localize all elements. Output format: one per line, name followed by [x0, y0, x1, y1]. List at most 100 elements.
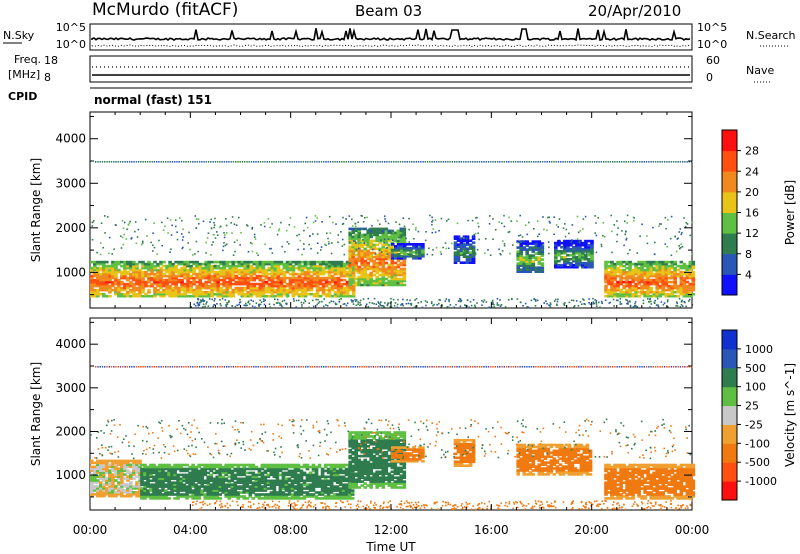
echo-cell — [462, 235, 467, 238]
echo-cell — [210, 282, 214, 286]
echo-cell — [357, 249, 361, 253]
echo-cell — [191, 479, 195, 483]
echo-cell — [646, 262, 650, 266]
echo-point — [384, 161, 386, 163]
echo-cell — [625, 284, 629, 288]
echo-cell — [161, 489, 165, 492]
echo-cell — [604, 274, 608, 278]
echo-cell — [634, 288, 638, 292]
echo-cell — [276, 264, 281, 268]
echo-cell — [643, 280, 647, 284]
echo-cell — [249, 272, 254, 276]
echo-cell — [575, 239, 579, 243]
echo-cell — [465, 255, 470, 258]
echo-point — [454, 161, 456, 163]
echo-cell — [96, 268, 100, 272]
echo-cell — [135, 493, 139, 496]
echo-cell — [366, 235, 370, 239]
echo-cell — [303, 260, 308, 264]
echo-cell — [415, 245, 419, 248]
echo-cell — [339, 278, 344, 282]
echo-cell — [210, 292, 214, 296]
echo-cell — [685, 290, 690, 294]
echo-point — [104, 161, 106, 163]
echo-cell — [610, 266, 614, 270]
echo-cell — [279, 260, 284, 264]
echo-cell — [363, 259, 367, 263]
echo-cell — [339, 284, 344, 288]
echo-cell — [129, 475, 133, 478]
echo-cell — [369, 273, 373, 277]
echo-cell — [161, 483, 165, 486]
echo-cell — [634, 284, 638, 288]
echo-point — [604, 299, 607, 301]
echo-point — [358, 247, 360, 250]
echo-cell — [381, 259, 386, 263]
echo-cell — [294, 286, 299, 290]
echo-cell — [141, 272, 145, 276]
echo-cell — [129, 262, 133, 266]
echo-point — [410, 304, 413, 306]
echo-point — [657, 304, 659, 306]
echo-cell — [254, 483, 259, 486]
echo-cell — [257, 485, 262, 488]
echo-cell — [162, 268, 166, 272]
echo-cell — [203, 481, 207, 484]
echo-cell — [330, 260, 335, 264]
echo-cell — [309, 276, 314, 280]
echo-point — [293, 226, 296, 228]
echo-cell — [264, 274, 269, 278]
echo-cell — [537, 266, 542, 269]
echo-point — [664, 216, 667, 219]
echo-cell — [363, 265, 367, 269]
echo-cell — [384, 261, 389, 265]
echo-cell — [390, 231, 395, 235]
echo-point — [92, 220, 95, 222]
echo-cell — [272, 485, 277, 488]
colorbar-swatch — [722, 130, 737, 152]
echo-cell — [138, 272, 142, 276]
echo-point — [332, 300, 335, 303]
echo-cell — [278, 497, 283, 500]
echo-cell — [357, 279, 361, 283]
echo-point — [379, 304, 382, 307]
echo-point — [329, 161, 332, 163]
echo-cell — [384, 237, 389, 241]
echo-cell — [622, 280, 626, 284]
echo-point — [190, 306, 192, 308]
echo-cell — [691, 292, 696, 296]
echo-cell — [135, 286, 139, 290]
echo-cell — [610, 268, 614, 272]
echo-cell — [613, 290, 617, 294]
echo-cell — [393, 235, 398, 239]
echo-cell — [381, 251, 386, 255]
echo-cell — [185, 487, 189, 490]
echo-cell — [566, 243, 570, 247]
echo-cell — [676, 274, 680, 278]
echo-point — [383, 306, 385, 308]
echo-cell — [670, 266, 674, 270]
echo-cell — [348, 286, 353, 290]
echo-point — [338, 298, 341, 301]
echo-cell — [117, 493, 121, 496]
echo-point — [345, 304, 348, 307]
echo-cell — [676, 294, 680, 298]
echo-point — [417, 302, 420, 304]
echo-cell — [557, 241, 561, 245]
echo-point — [365, 161, 368, 163]
echo-cell — [646, 282, 650, 286]
echo-cell — [263, 475, 268, 479]
echo-cell — [228, 274, 233, 278]
echo-point — [106, 161, 108, 163]
echo-cell — [339, 272, 344, 276]
echo-point — [409, 303, 412, 305]
echo-cell — [111, 266, 115, 270]
echo-cell — [279, 276, 284, 280]
echo-cell — [402, 273, 407, 277]
echo-cell — [218, 497, 222, 500]
echo-cell — [141, 278, 145, 282]
echo-cell — [201, 266, 205, 270]
echo-cell — [590, 253, 594, 257]
echo-cell — [273, 264, 278, 268]
echo-cell — [269, 469, 274, 473]
